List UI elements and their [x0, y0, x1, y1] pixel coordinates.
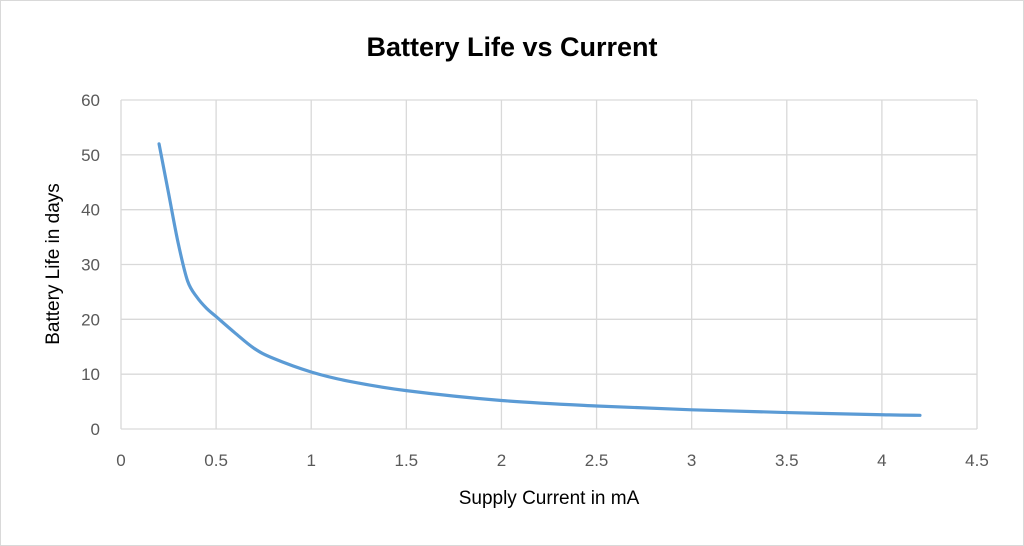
- y-tick-label: 40: [81, 201, 100, 220]
- data-point: [918, 413, 922, 417]
- y-tick-label: 30: [81, 256, 100, 275]
- data-point: [195, 295, 199, 299]
- data-point: [271, 356, 275, 360]
- y-tick-label: 20: [81, 310, 100, 329]
- data-point: [233, 331, 237, 335]
- x-tick-label: 4.5: [965, 451, 989, 470]
- tick-labels: 0 0.5 1 1.5 2 2.5 3 3.5 4 4.5 0 10 20 30 40 50 60: [81, 91, 989, 470]
- y-axis-label: Battery Life in days: [43, 183, 64, 345]
- data-point: [690, 408, 694, 412]
- x-tick-label: 3.5: [775, 451, 799, 470]
- x-tick-label: 4: [877, 451, 886, 470]
- x-axis-label: Supply Current in mA: [459, 488, 640, 509]
- data-point: [205, 306, 209, 310]
- data-point: [404, 389, 408, 393]
- data-point: [157, 142, 161, 146]
- x-tick-label: 1: [306, 451, 315, 470]
- x-tick-label: 0.5: [204, 451, 228, 470]
- data-point: [595, 404, 599, 408]
- data-point: [252, 346, 256, 350]
- x-tick-label: 2.5: [585, 451, 609, 470]
- gridlines: [120, 99, 978, 430]
- data-point: [214, 315, 218, 319]
- series-line: [157, 142, 922, 417]
- data-point: [785, 411, 789, 415]
- data-point: [309, 370, 313, 374]
- series-layer: [157, 142, 922, 417]
- x-tick-label: 1.5: [395, 451, 419, 470]
- data-point: [176, 241, 180, 245]
- data-point: [880, 413, 884, 417]
- data-point: [347, 379, 351, 383]
- data-point: [499, 398, 503, 402]
- y-tick-label: 10: [81, 365, 100, 384]
- x-tick-label: 2: [497, 451, 506, 470]
- x-tick-label: 0: [116, 451, 125, 470]
- data-point: [167, 191, 171, 195]
- y-tick-label: 60: [81, 91, 100, 110]
- y-tick-label: 50: [81, 146, 100, 165]
- chart-title: Battery Life vs Current: [366, 32, 657, 62]
- data-point: [186, 279, 190, 283]
- x-tick-label: 3: [687, 451, 696, 470]
- y-tick-label: 0: [91, 420, 100, 439]
